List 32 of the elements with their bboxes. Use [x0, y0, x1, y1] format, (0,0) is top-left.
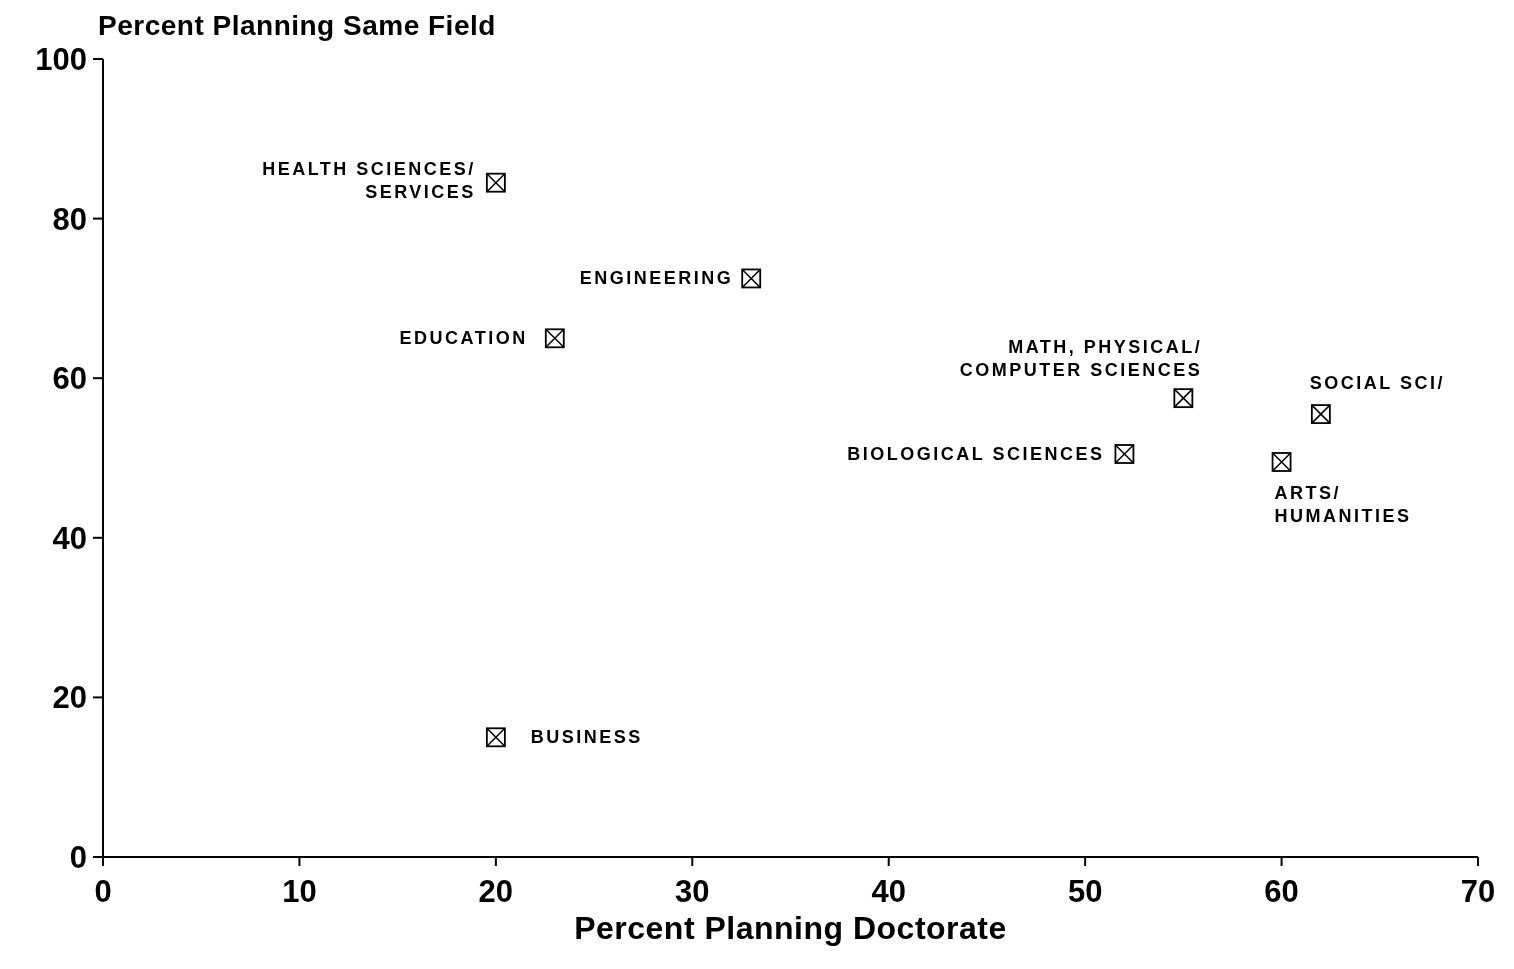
- x-tick-label: 30: [675, 874, 710, 910]
- y-tick-label: 100: [35, 42, 87, 78]
- x-tick-label: 40: [871, 874, 906, 910]
- annotation: BUSINESS: [530, 727, 643, 748]
- point: [485, 172, 506, 193]
- annotation: MATH, PHYSICAL/ COMPUTER SCIENCES: [959, 337, 1203, 381]
- x-tick-label: 70: [1460, 874, 1496, 910]
- point: [1114, 444, 1135, 464]
- x-tick-label: 10: [282, 874, 317, 910]
- annotation: BIOLOGICAL SCIENCES: [847, 444, 1105, 465]
- y-tick-label: 40: [52, 520, 87, 556]
- x-tick-label: 60: [1264, 874, 1299, 910]
- point: [741, 268, 762, 289]
- y-tick-label: 20: [52, 680, 87, 716]
- annotation: EDUCATION: [399, 328, 528, 349]
- point: [544, 328, 565, 349]
- y-tick-label: 60: [52, 361, 87, 397]
- point: [485, 727, 506, 748]
- x-tick-label: 20: [478, 874, 514, 910]
- point: [1310, 404, 1331, 425]
- y-tick-label: 80: [52, 201, 87, 237]
- annotation: SOCIAL SCI/: [1309, 373, 1446, 394]
- annotation: ARTS/ HUMANITIES: [1274, 482, 1412, 526]
- annotation: HEALTH SCIENCES/ SERVICES: [262, 158, 476, 202]
- x-axis-title: Percent Planning Doctorate: [574, 910, 1007, 946]
- y-tick-label: 0: [69, 840, 87, 876]
- y-axis-title: Percent Planning Same Field: [98, 10, 496, 42]
- point: [1271, 452, 1292, 472]
- x-tick-label: 0: [94, 874, 112, 910]
- point: [1173, 388, 1194, 409]
- x-tick-label: 50: [1067, 874, 1103, 910]
- annotation: ENGINEERING: [579, 268, 734, 289]
